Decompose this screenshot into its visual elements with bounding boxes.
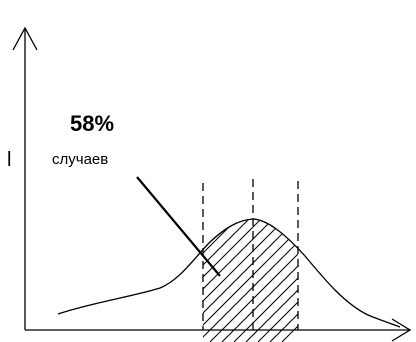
pointer-line: [136, 176, 221, 277]
y-axis: [12, 26, 38, 330]
y-axis-label: l: [7, 149, 12, 171]
hatched-region: [203, 219, 298, 342]
x-axis: [25, 318, 412, 342]
dashed-bounds: [202, 179, 299, 330]
percentage-label: 58%: [70, 111, 115, 136]
cases-label: случаев: [52, 151, 109, 168]
